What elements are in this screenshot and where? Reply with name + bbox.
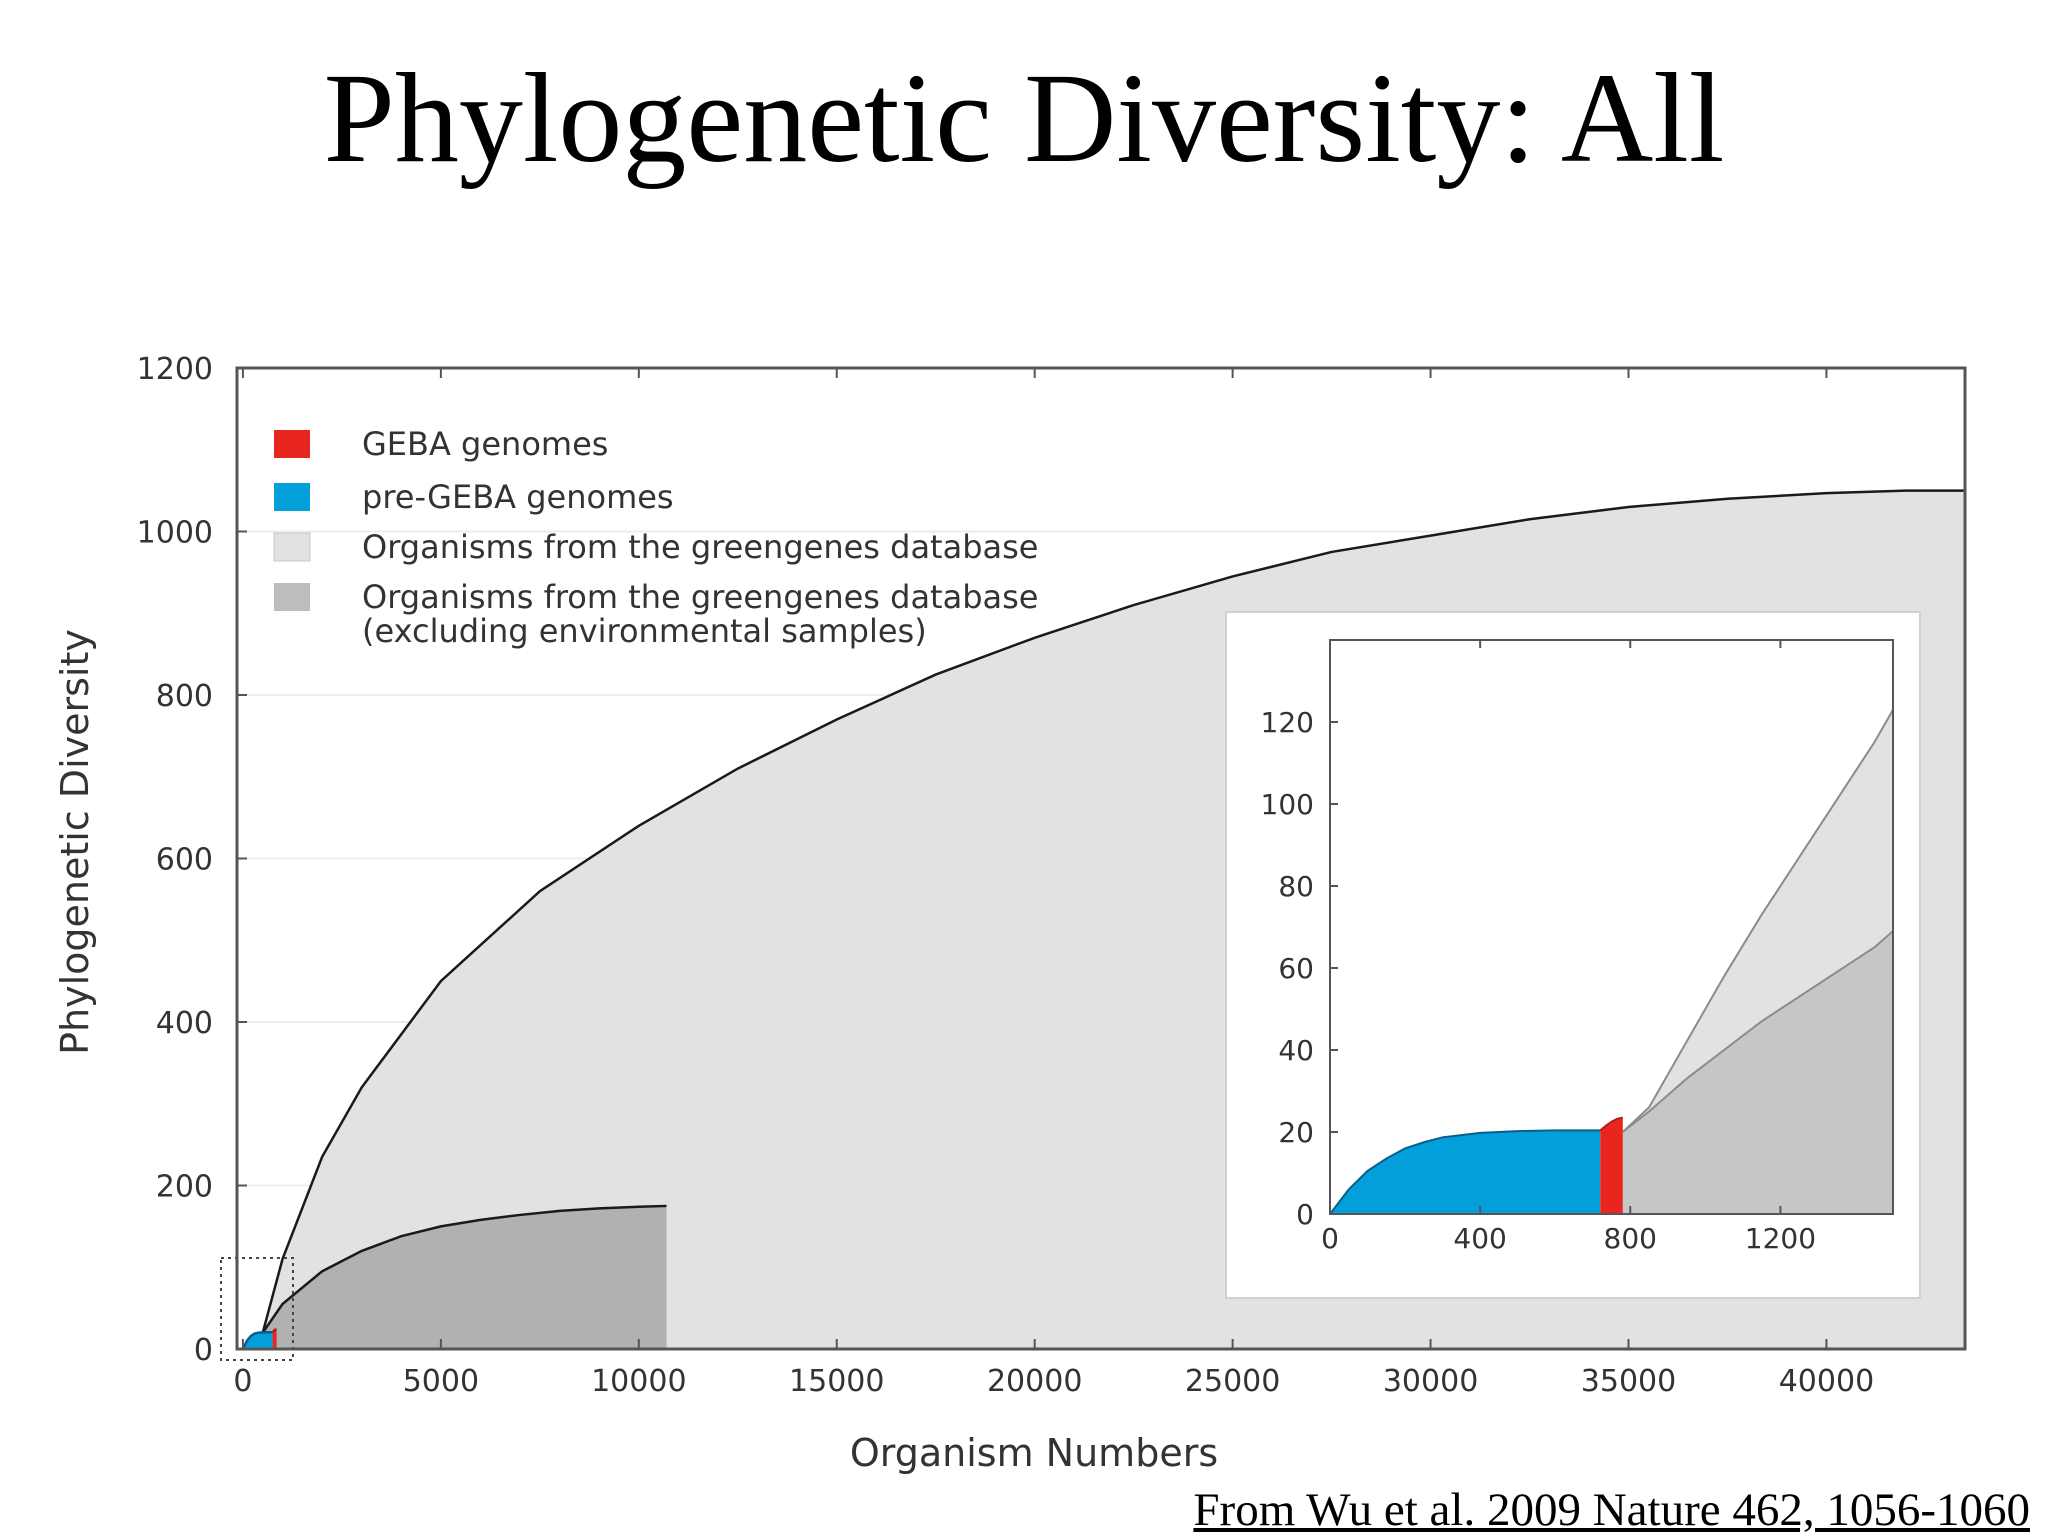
legend-label-pre-geba: pre-GEBA genomes bbox=[362, 478, 674, 516]
legend: GEBA genomes pre-GEBA genomes Organisms … bbox=[273, 425, 1049, 650]
main-y-tick-label-600: 600 bbox=[156, 842, 213, 877]
main-line-organisms-from-the-greengenes-database-excluding-environmental-samples bbox=[261, 1204, 667, 1334]
inset-y-tick-label-20: 20 bbox=[1278, 1116, 1314, 1149]
main-y-tick-label-0: 0 bbox=[194, 1333, 213, 1368]
main-x-tick-label-15000: 15000 bbox=[789, 1364, 884, 1399]
main-x-tick-label-5000: 5000 bbox=[403, 1364, 479, 1399]
legend-label-greengenes-excluding: Organisms from the greengenes database (… bbox=[362, 578, 1049, 650]
inset-area-geba-genomes bbox=[1600, 1117, 1623, 1214]
inset-y-tick-label-100: 100 bbox=[1261, 788, 1314, 821]
legend-swatch-geba bbox=[274, 430, 310, 458]
inset-line-pre-geba-genomes bbox=[1330, 1129, 1601, 1214]
inset-x-tick-label-1200: 1200 bbox=[1745, 1222, 1816, 1255]
inset-y-tick-labels: 0 20 40 60 80 100 120 bbox=[1261, 706, 1314, 1231]
legend-label-geba: GEBA genomes bbox=[362, 425, 608, 463]
legend-label-greengenes: Organisms from the greengenes database bbox=[362, 528, 1038, 566]
main-x-tick-label-20000: 20000 bbox=[987, 1364, 1082, 1399]
inset-x-tick-label-800: 800 bbox=[1604, 1222, 1657, 1255]
main-area-organisms-from-the-greengenes-database-excluding-environmental-samples bbox=[262, 1205, 667, 1349]
main-y-tick-label-200: 200 bbox=[156, 1169, 213, 1204]
main-area-pre-geba-genomes bbox=[242, 1332, 273, 1349]
main-x-tick-label-25000: 25000 bbox=[1185, 1364, 1280, 1399]
legend-swatch-pre-geba bbox=[274, 483, 310, 511]
inset-areas bbox=[1330, 709, 1893, 1214]
inset-ticks bbox=[1329, 640, 1782, 1215]
inset-area-pre-geba-genomes bbox=[1330, 1130, 1601, 1214]
y-axis-title: Phylogenetic Diversity bbox=[53, 629, 97, 1055]
x-axis-title: Organism Numbers bbox=[850, 1431, 1218, 1475]
main-line-organisms-from-the-greengenes-database bbox=[261, 489, 1965, 1333]
main-y-tick-label-400: 400 bbox=[156, 1006, 213, 1041]
main-area-geba-genomes bbox=[272, 1329, 277, 1349]
main-x-tick-label-40000: 40000 bbox=[1779, 1364, 1874, 1399]
main-y-tick-label-1200: 1200 bbox=[137, 352, 213, 387]
legend-swatch-greengenes-excluding bbox=[274, 583, 310, 611]
main-line-geba-genomes bbox=[271, 1328, 277, 1334]
citation[interactable]: From Wu et al. 2009 Nature 462, 1056-106… bbox=[1193, 1484, 2030, 1536]
main-x-tick-label-10000: 10000 bbox=[591, 1364, 686, 1399]
inset-line-geba-genomes bbox=[1599, 1116, 1623, 1132]
inset-plot-frame bbox=[1329, 639, 1894, 1215]
inset-area-organisms-from-the-greengenes-database-excluding-environmental-samples bbox=[1622, 931, 1893, 1214]
inset-y-tick-label-80: 80 bbox=[1278, 870, 1314, 903]
main-x-tick-labels: 0 5000 10000 15000 20000 25000 30000 35000 40000 bbox=[233, 1364, 1874, 1399]
inset-y-tick-label-40: 40 bbox=[1278, 1034, 1314, 1067]
inset-y-tick-label-60: 60 bbox=[1278, 952, 1314, 985]
zoom-region-box bbox=[220, 1257, 294, 1361]
slide-title: Phylogenetic Diversity: All bbox=[323, 47, 1725, 189]
main-x-tick-label-35000: 35000 bbox=[1581, 1364, 1676, 1399]
inset-x-tick-label-0: 0 bbox=[1321, 1222, 1339, 1255]
main-ticks bbox=[237, 367, 1828, 1350]
inset-line-organisms-from-the-greengenes-database-excluding-environmental-samples bbox=[1622, 930, 1893, 1133]
inset-x-tick-labels: 0 400 800 1200 bbox=[1321, 1222, 1816, 1255]
main-line-pre-geba-genomes bbox=[241, 1330, 273, 1349]
inset-y-tick-label-0: 0 bbox=[1296, 1198, 1314, 1231]
main-x-tick-label-30000: 30000 bbox=[1383, 1364, 1478, 1399]
inset-chart: 0 20 40 60 80 100 120 0 400 800 1200 bbox=[1225, 611, 1921, 1299]
inset-x-tick-label-400: 400 bbox=[1453, 1222, 1506, 1255]
inset-y-tick-label-120: 120 bbox=[1261, 706, 1314, 739]
legend-swatch-greengenes bbox=[273, 532, 311, 562]
inset-line-organisms-from-the-greengenes-database bbox=[1622, 709, 1893, 1133]
main-y-tick-labels: 0 200 400 600 800 1000 1200 bbox=[137, 352, 213, 1368]
main-y-tick-label-1000: 1000 bbox=[137, 515, 213, 550]
main-x-tick-label-0: 0 bbox=[233, 1364, 252, 1399]
main-y-tick-label-800: 800 bbox=[156, 679, 213, 714]
